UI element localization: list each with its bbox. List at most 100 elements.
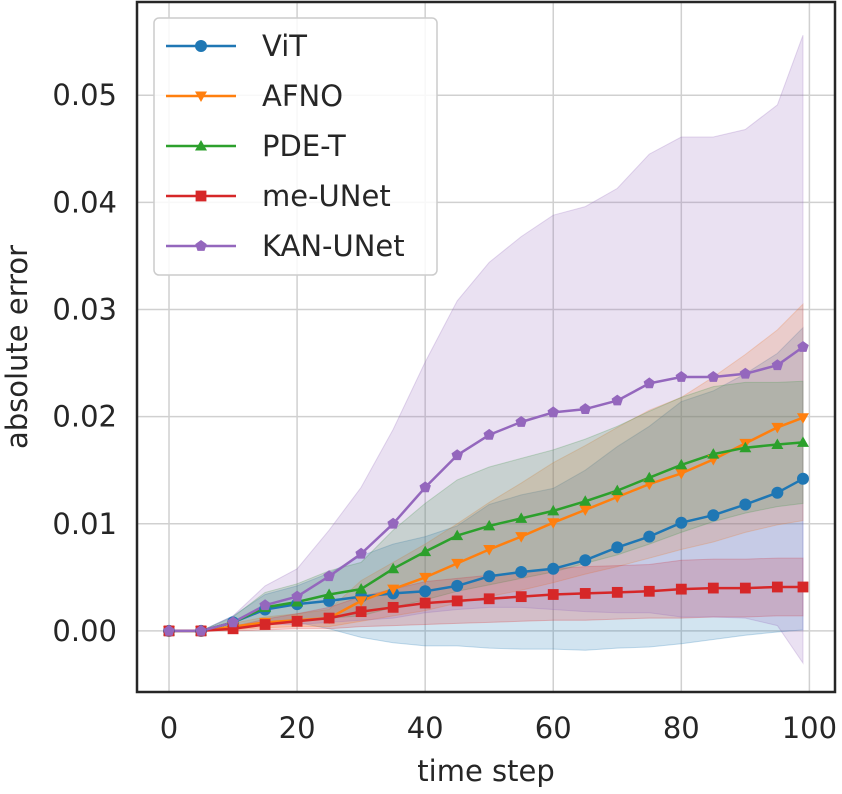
afno-point <box>451 558 464 570</box>
x-axis-title: time step <box>417 754 554 788</box>
afno-point <box>771 422 784 434</box>
kan-unet-point <box>419 481 431 493</box>
pde-t-point <box>355 583 368 594</box>
kan-unet-point <box>579 403 591 414</box>
pde-t-point <box>323 588 336 599</box>
legend-item-afno: AFNO <box>166 79 343 113</box>
legend-swatch-marker <box>195 91 207 102</box>
x-tick-label: 20 <box>279 711 316 745</box>
vit-point <box>611 541 624 554</box>
legend-item-kan-unet: KAN-UNet <box>166 229 405 263</box>
kan-unet-point <box>451 449 463 461</box>
kan-unet-point <box>797 341 809 352</box>
me-unet-point <box>451 595 463 607</box>
legend-item-pde-t: PDE-T <box>166 129 346 163</box>
legend: ViT AFNO PDE-T me-UNet KAN-UNet <box>153 17 438 276</box>
x-tick-label: 60 <box>535 711 572 745</box>
y-tick-label: 0.03 <box>52 293 117 327</box>
me-unet-point <box>643 585 655 597</box>
pde-t-point <box>643 471 656 483</box>
kan-unet-point <box>547 406 559 418</box>
me-unet-point <box>675 583 687 595</box>
me-unet-point <box>387 601 399 613</box>
me-unet-point <box>547 589 559 600</box>
kan-unet-point <box>515 416 527 427</box>
pde-t-point <box>483 519 496 531</box>
pde-t-point <box>739 441 752 453</box>
pde-t-point <box>547 504 560 516</box>
legend-item-me-unet: me-UNet <box>166 179 391 213</box>
afno-point <box>611 492 624 503</box>
y-tick-label: 0.01 <box>52 507 117 541</box>
kan-unet-point <box>323 570 335 582</box>
kan-unet-point <box>643 377 655 389</box>
vit-point <box>515 566 528 578</box>
me-unet-point <box>419 597 431 609</box>
kan-unet-point <box>259 599 271 611</box>
afno-point <box>355 596 368 607</box>
vit-point <box>675 516 688 529</box>
kan-unet-point <box>195 624 207 636</box>
afno-point <box>643 479 656 491</box>
kan-unet-point <box>227 616 239 628</box>
kan-unet-point <box>611 394 623 406</box>
me-unet-point <box>579 588 591 599</box>
me-unet-point <box>483 593 495 605</box>
vit-point <box>419 585 432 598</box>
legend-label: PDE-T <box>262 129 346 163</box>
afno-point <box>387 584 400 596</box>
y-tick-label: 0.02 <box>52 400 117 434</box>
vit-point <box>451 579 464 592</box>
legend-swatch-marker <box>195 190 207 202</box>
pde-t-point <box>771 438 784 449</box>
legend-swatch-marker <box>195 140 207 151</box>
me-unet-point <box>323 612 335 624</box>
legend-box <box>153 17 438 276</box>
vit-point <box>579 554 592 567</box>
pde-t-point <box>579 495 592 506</box>
pde-t-point <box>796 436 809 447</box>
series-markers <box>163 341 809 637</box>
y-tick-label: 0.00 <box>52 614 117 648</box>
pde-t-point <box>675 458 688 470</box>
kan-unet-point <box>675 371 687 382</box>
me-unet-point <box>259 619 271 630</box>
afno-point <box>796 413 809 424</box>
plot-frame <box>135 0 837 694</box>
vit-point <box>547 562 560 575</box>
me-unet-point <box>355 606 367 618</box>
me-unet-point <box>739 582 751 594</box>
kan-unet-point <box>483 428 495 440</box>
vit-point <box>643 530 656 543</box>
afno-point <box>675 468 688 480</box>
me-unet-point <box>611 586 623 598</box>
afno-error-band <box>169 302 804 632</box>
pde-t-point <box>419 545 432 557</box>
pde-t-point <box>611 484 624 496</box>
x-tick-label: 80 <box>663 711 700 745</box>
legend-label: KAN-UNet <box>262 229 405 263</box>
kan-unet-point <box>355 547 367 559</box>
pde-t-point <box>515 512 528 523</box>
tick-labels: 0 20 40 60 80 100 0.00 0.01 0.02 0.03 0.04 0.05 <box>52 78 837 745</box>
afno-point <box>547 518 560 529</box>
legend-label: AFNO <box>262 79 343 113</box>
pde-t-point <box>387 562 400 574</box>
y-tick-label: 0.05 <box>52 78 117 112</box>
me-unet-point <box>797 581 809 593</box>
kan-unet-point <box>291 590 303 602</box>
legend-item-vit: ViT <box>166 29 307 63</box>
legend-label: me-UNet <box>262 179 391 213</box>
legend-swatch-marker <box>195 240 207 251</box>
pde-t-point <box>707 448 720 459</box>
kan-unet-point <box>771 359 784 371</box>
vit-point <box>771 486 784 499</box>
afno-point <box>419 572 432 584</box>
vit-point <box>739 498 752 511</box>
me-unet-point <box>707 582 719 594</box>
vit-point <box>796 472 809 485</box>
me-unet-point <box>771 581 783 593</box>
afno-point <box>579 505 592 516</box>
afno-point <box>483 545 496 556</box>
